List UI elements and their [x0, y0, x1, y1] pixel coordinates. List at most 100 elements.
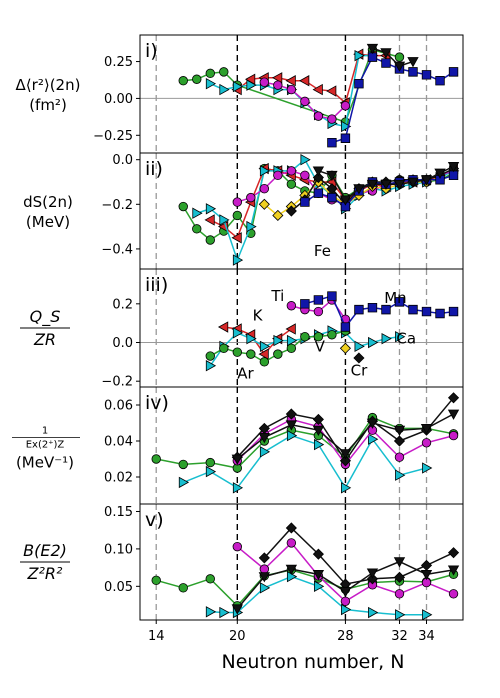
series-line-ca — [182, 434, 427, 490]
data-point-ca — [341, 482, 352, 494]
data-point-fe — [420, 175, 433, 186]
panel-tag: iii) — [145, 274, 168, 296]
data-point-k — [231, 232, 242, 244]
data-point-mn — [354, 304, 364, 315]
panel-frame — [139, 503, 464, 621]
y-tick-label: 0.10 — [104, 542, 133, 557]
data-point-fe — [326, 170, 338, 182]
y-tick-label: 0.04 — [104, 435, 133, 450]
series-group — [178, 154, 460, 266]
y-tick-label: 0.2 — [112, 297, 133, 312]
data-point-ti — [246, 192, 256, 203]
y-axis-label-denominator: ZR — [33, 330, 56, 349]
data-point-cr — [447, 547, 460, 559]
data-point-fe — [393, 61, 406, 72]
panel-1: 0.25 0.00 −0.25 i) Δ⟨r²⟩(2n) (fm²) — [16, 34, 464, 154]
data-point-ti — [273, 170, 283, 181]
data-point-fe — [258, 572, 271, 583]
data-point-fe — [366, 418, 379, 429]
data-point-ar — [151, 454, 161, 464]
data-point-ca — [219, 83, 230, 96]
data-point-mn — [354, 78, 364, 89]
data-point-ca — [205, 465, 217, 478]
data-point-ar — [246, 349, 256, 359]
data-point-ti — [286, 538, 297, 548]
series-line-mn — [331, 56, 454, 144]
data-point-fe — [366, 43, 379, 55]
data-point-k — [326, 85, 337, 97]
data-point-ca — [259, 446, 271, 458]
data-point-ar — [205, 351, 215, 361]
series-line-ar — [156, 569, 454, 607]
data-point-fe — [447, 161, 460, 173]
data-point-fe — [231, 604, 243, 615]
panel-frame — [139, 386, 464, 505]
data-point-ca — [341, 120, 352, 133]
data-point-ar — [300, 332, 310, 342]
data-point-ti — [313, 306, 324, 317]
data-point-ca — [259, 340, 271, 353]
data-point-fe — [339, 195, 352, 206]
y-tick-label: −0.2 — [101, 198, 133, 213]
data-point-fe — [393, 179, 406, 191]
data-point-cr — [447, 392, 460, 404]
data-point-fe — [285, 564, 298, 575]
data-point-ti — [300, 170, 310, 181]
data-point-k — [217, 321, 229, 333]
data-point-ar — [178, 76, 188, 86]
data-point-cr — [393, 435, 406, 447]
data-point-ar — [192, 74, 202, 84]
data-point-mn — [367, 302, 378, 313]
data-point-ar — [286, 343, 297, 354]
data-point-ar — [259, 357, 270, 367]
y-tick-label: 0.0 — [112, 336, 133, 351]
data-point-ar — [219, 67, 229, 77]
data-point-ti — [327, 114, 337, 124]
data-point-fe — [447, 565, 460, 576]
y-axis-label: Δ⟨r²⟩(2n) — [16, 76, 81, 94]
data-point-ca — [286, 570, 298, 583]
y-axis-label-unit: (MeV⁻¹) — [16, 454, 74, 472]
data-point-ca — [395, 331, 406, 343]
panel-tag: iv) — [145, 392, 169, 414]
panel-tag: ii) — [145, 158, 163, 180]
data-point-fe — [434, 168, 446, 179]
y-tick-label: −0.2 — [101, 375, 133, 390]
data-point-ar — [205, 68, 215, 79]
data-point-fe — [366, 179, 379, 191]
element-label-ti: Ti — [270, 287, 284, 305]
data-point-ar — [219, 343, 229, 354]
data-point-ca — [259, 582, 271, 594]
data-point-fe — [258, 432, 271, 444]
data-point-fe — [420, 569, 433, 581]
data-point-v — [339, 342, 351, 354]
data-point-mn — [435, 308, 445, 319]
data-point-mn — [300, 197, 310, 207]
data-point-ti — [232, 197, 243, 207]
data-point-ca — [232, 327, 244, 339]
data-point-ca — [205, 606, 217, 618]
data-point-ca — [246, 79, 257, 91]
data-point-mn — [381, 304, 391, 315]
data-point-ti — [286, 84, 297, 95]
data-point-ti — [313, 111, 324, 121]
x-axis: 14 20 28 32 34 — [148, 620, 435, 644]
data-point-ti — [232, 541, 243, 552]
element-label-cr: Cr — [351, 362, 368, 380]
data-point-ti — [259, 564, 270, 574]
y-tick-label: −0.4 — [101, 242, 133, 257]
data-point-mn — [448, 170, 459, 181]
data-point-ca — [395, 609, 406, 620]
x-axis-label: Neutron number, N — [222, 651, 405, 673]
data-point-mn — [421, 306, 432, 317]
data-point-ca — [395, 469, 406, 481]
data-point-ti — [286, 166, 297, 176]
data-point-fe — [353, 184, 365, 195]
data-point-ti — [300, 96, 310, 107]
data-point-cr — [258, 552, 270, 564]
y-axis-label-denominator: Z²R² — [27, 564, 63, 583]
data-point-fe — [407, 57, 419, 68]
data-point-cr — [285, 408, 297, 420]
data-point-v — [272, 209, 284, 222]
